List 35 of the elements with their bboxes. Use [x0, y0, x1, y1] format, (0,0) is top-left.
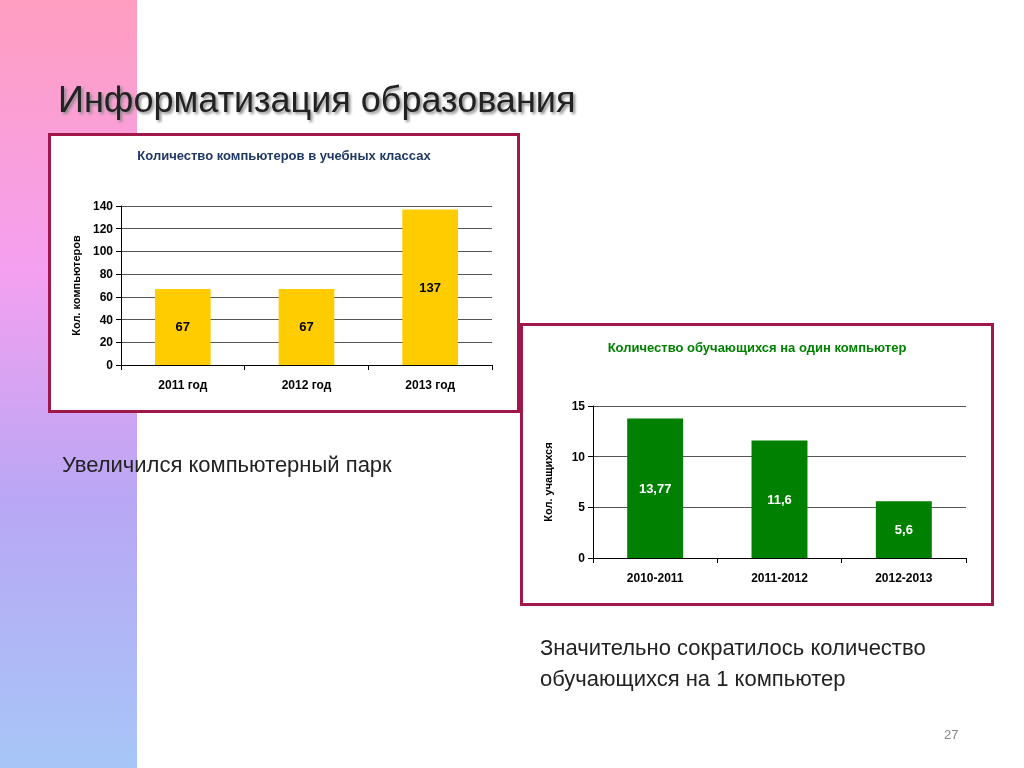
y-tick-label: 140 [92, 199, 114, 213]
chart-title: Количество обучающихся на один компьютер [607, 340, 907, 355]
y-tick-label: 60 [99, 289, 114, 304]
data-label: 13,77 [638, 480, 672, 496]
x-tick-label: 2013 год [405, 378, 456, 392]
y-tick-label: 10 [571, 449, 586, 464]
text: Увеличился компьютерный парк [62, 451, 392, 479]
y-axis-title: Кол. компьютеров [69, 234, 82, 336]
y-tick-label: 80 [99, 267, 114, 282]
x-tick-label: 2011-2012 [751, 571, 809, 585]
text: Информатизация образования [58, 78, 576, 122]
chart-title: Количество компьютеров в учебных классах [137, 148, 432, 163]
data-label: 11,6 [767, 491, 792, 507]
x-tick-label: 2012 год [281, 378, 332, 392]
text: 27 [944, 726, 959, 744]
y-tick-label: 100 [92, 244, 114, 259]
y-tick-label: 15 [571, 399, 586, 413]
y-tick-label: 0 [578, 551, 586, 565]
x-tick-label: 2010-2011 [626, 571, 684, 585]
y-tick-label: 0 [106, 358, 114, 372]
data-label: 137 [419, 279, 442, 295]
data-label: 67 [299, 319, 314, 335]
bar [627, 418, 684, 558]
y-tick-label: 5 [578, 500, 586, 515]
x-tick-label: 2012-2013 [875, 571, 933, 585]
text: Значительно сократилось количество обучающихся на 1 компьютер [540, 634, 927, 693]
y-tick-label: 20 [99, 335, 114, 350]
data-label: 5,6 [894, 522, 913, 538]
bar [875, 501, 932, 558]
x-tick-label: 2011 год [158, 378, 208, 392]
y-axis-title: Кол. учащихся [541, 442, 554, 522]
bar [751, 440, 808, 558]
y-tick-label: 40 [99, 312, 114, 327]
data-label: 67 [175, 319, 191, 335]
y-tick-label: 120 [92, 221, 114, 236]
